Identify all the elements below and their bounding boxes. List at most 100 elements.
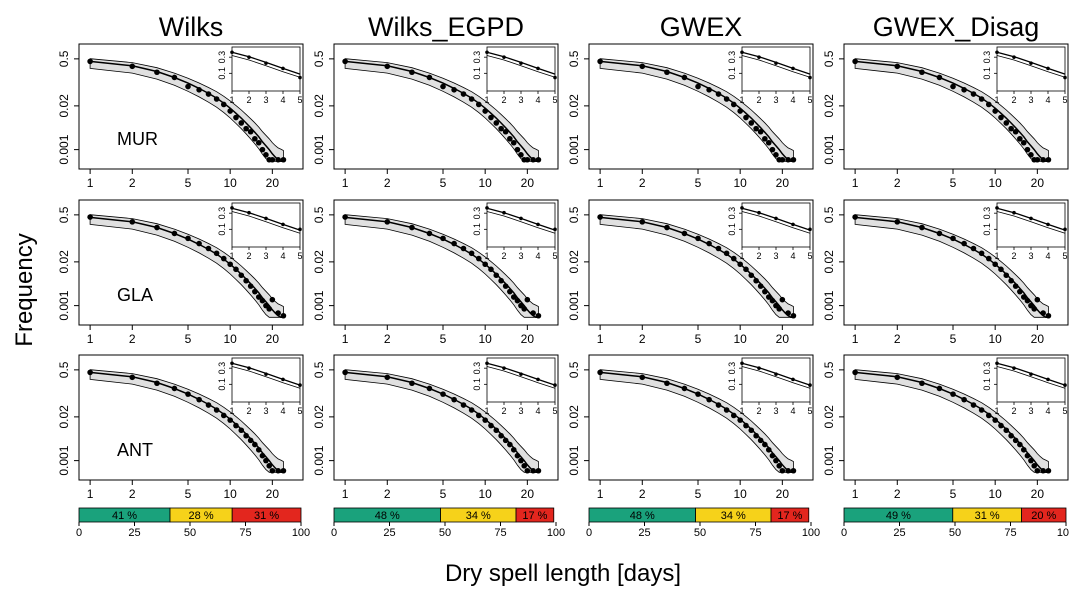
inset-observed-point [1046, 222, 1050, 227]
x-tick-label: 5 [440, 487, 447, 501]
inset-observed-point [247, 366, 251, 370]
observed-point [247, 128, 254, 135]
y-tick-label: 0.001 [567, 290, 581, 320]
observed-point [238, 120, 245, 126]
x-tick-label: 1 [852, 487, 859, 501]
inset-x-tick-label: 1 [484, 406, 489, 416]
observed-point [1003, 272, 1010, 279]
inset-observed-point [1012, 366, 1016, 370]
observed-point [1020, 446, 1027, 453]
observed-point [259, 452, 266, 459]
observed-point [779, 296, 786, 303]
observed-point [468, 407, 475, 413]
inset-x-tick-label: 2 [1011, 251, 1016, 261]
inset-x-tick-label: 4 [280, 406, 285, 416]
observed-point [978, 250, 985, 257]
observed-point [440, 83, 446, 90]
plot-frame [588, 354, 814, 481]
observed-point [243, 125, 249, 132]
plot-frame [843, 354, 1069, 481]
observed-point [233, 114, 239, 121]
observed-point [762, 135, 768, 142]
observed-point [1020, 139, 1027, 146]
inset-band-line [486, 211, 556, 234]
observed-point [743, 422, 749, 429]
bar-axis-label: 100 [1057, 527, 1069, 539]
observed-point [919, 69, 925, 76]
observed-point [779, 156, 786, 163]
inset-observed-point [230, 361, 234, 366]
x-tick-label: 2 [639, 332, 646, 346]
y-tick-label: 0.5 [567, 50, 581, 67]
observed-point [87, 369, 93, 376]
inset-x-tick-label: 1 [739, 251, 744, 261]
observed-point [757, 128, 764, 135]
observed-point [894, 374, 901, 381]
inset-observed-point [264, 372, 268, 376]
observed-point [196, 396, 202, 403]
observed-point [950, 83, 956, 90]
observed-point [776, 463, 783, 469]
observed-point [681, 74, 688, 81]
plot-frame [843, 43, 1069, 170]
observed-point [384, 63, 391, 70]
station-label: ANT [117, 440, 153, 460]
observed-point [220, 412, 227, 419]
inset-x-tick-label: 2 [1011, 95, 1016, 105]
observed-point [468, 250, 475, 257]
observed-point [1020, 294, 1027, 300]
bar-segment-label: 17 % [522, 510, 547, 522]
x-tick-label: 10 [988, 176, 1002, 190]
observed-point [936, 74, 943, 81]
inset-frame [996, 357, 1066, 403]
observed-point [87, 58, 93, 65]
observed-point [1003, 120, 1010, 126]
observed-point [664, 380, 670, 387]
observed-point [87, 214, 93, 220]
percentage-bar-1: 48 % 34 % 17 % 0 25 50 75 100 [331, 507, 565, 539]
percentage-bar-3: 49 % 31 % 20 % 0 25 50 75 100 [841, 507, 1069, 539]
observed-point [263, 457, 269, 464]
observed-point [936, 385, 943, 392]
x-tick-label: 5 [695, 332, 702, 346]
observed-point [785, 310, 791, 316]
bar-axis-label: 50 [694, 527, 706, 539]
observed-point [227, 261, 233, 268]
y-tick-label: 0.5 [57, 50, 71, 67]
observed-point [785, 156, 791, 163]
inset-x-tick-label: 5 [1062, 406, 1067, 416]
observed-point [384, 219, 391, 225]
observed-point [1024, 297, 1031, 304]
bar-segment-label: 49 % [886, 510, 911, 522]
observed-point [992, 261, 998, 268]
inset-y-tick-label: 0.3 [727, 362, 737, 375]
observed-point [748, 272, 755, 279]
x-tick-label: 2 [639, 176, 646, 190]
observed-point [706, 396, 712, 403]
x-tick-label: 10 [223, 176, 237, 190]
simulated-median-line [90, 60, 284, 163]
bar-axis-label: 0 [76, 527, 82, 539]
observed-point [524, 156, 531, 163]
inset-observed-point [791, 377, 795, 382]
observed-point [1045, 467, 1052, 474]
inset-observed-point [774, 61, 778, 65]
x-tick-label: 10 [478, 487, 492, 501]
y-tick-label: 0.5 [567, 206, 581, 223]
x-tick-label: 20 [521, 176, 535, 190]
observed-point [220, 255, 227, 262]
observed-point [1028, 457, 1034, 464]
inset-x-tick-label: 5 [1062, 95, 1067, 105]
observed-point [342, 214, 348, 220]
inset-x-tick-label: 4 [535, 251, 540, 261]
y-tick-label: 0.02 [57, 405, 71, 429]
inset-x-tick-label: 5 [297, 406, 302, 416]
observed-point [185, 391, 191, 397]
inset-observed-point [502, 366, 506, 370]
observed-point [518, 457, 524, 464]
observed-point [950, 235, 956, 242]
x-tick-label: 20 [521, 332, 535, 346]
x-tick-label: 2 [894, 487, 901, 501]
inset-observed-point [995, 206, 999, 210]
observed-point [409, 224, 415, 231]
